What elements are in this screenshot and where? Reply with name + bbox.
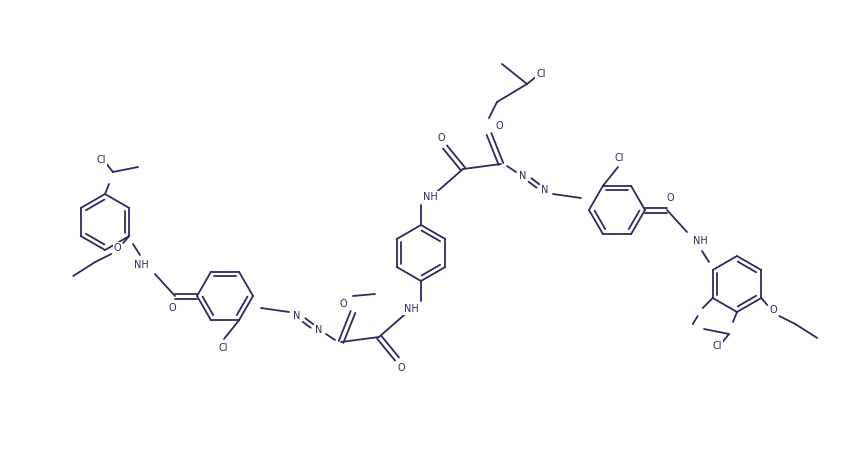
Text: O: O: [770, 305, 777, 315]
Text: N: N: [293, 311, 301, 321]
Text: Cl: Cl: [218, 343, 227, 353]
Text: O: O: [397, 363, 405, 373]
Text: NH: NH: [693, 236, 708, 246]
Text: O: O: [495, 121, 503, 131]
Text: Cl: Cl: [712, 341, 722, 351]
Text: O: O: [339, 299, 347, 309]
Text: Cl: Cl: [96, 155, 106, 165]
Text: O: O: [666, 193, 674, 203]
Text: N: N: [520, 171, 527, 181]
Text: NH: NH: [423, 192, 438, 202]
Text: NH: NH: [404, 304, 419, 314]
Text: O: O: [114, 243, 121, 253]
Text: NH: NH: [134, 260, 149, 270]
Text: O: O: [168, 303, 176, 313]
Text: N: N: [541, 185, 549, 195]
Text: O: O: [437, 133, 445, 143]
Text: N: N: [315, 325, 322, 335]
Text: Cl: Cl: [615, 153, 624, 163]
Text: Cl: Cl: [536, 69, 546, 79]
